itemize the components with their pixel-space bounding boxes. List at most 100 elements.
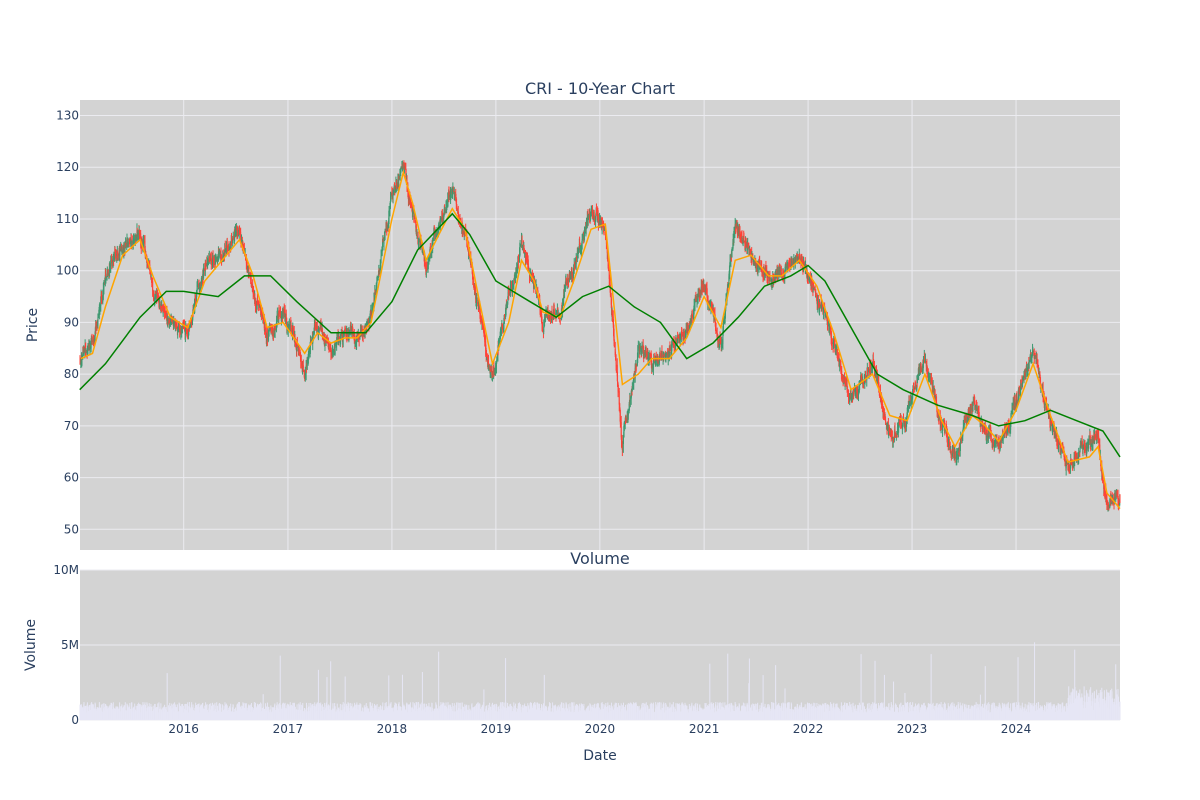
candle-body-2360 <box>1020 383 1022 386</box>
candle-body-900 <box>438 225 440 228</box>
candle-body-1903 <box>838 357 840 364</box>
candle-body-1545 <box>695 298 697 301</box>
candle-body-1350 <box>617 390 619 392</box>
candle-body-100 <box>119 248 121 256</box>
candle-body-1490 <box>673 342 675 348</box>
candle-body-2335 <box>1010 415 1012 419</box>
candle-body-390 <box>235 230 237 237</box>
candle-body-2326 <box>1007 425 1009 433</box>
candle-body-2431 <box>1049 413 1051 423</box>
candle-body-1433 <box>651 366 653 369</box>
candle-body-490 <box>274 329 276 331</box>
candle-body-1805 <box>799 258 801 260</box>
candle-body-1380 <box>629 400 631 402</box>
candle-body-840 <box>414 218 416 222</box>
candle-body-105 <box>121 251 123 253</box>
candle-body-2030 <box>889 429 891 432</box>
candle-body-916 <box>445 209 447 211</box>
candle-body-2218 <box>964 417 966 419</box>
candle-body-986 <box>473 281 475 287</box>
candle-body-1885 <box>831 338 833 345</box>
candle-body-357 <box>222 255 224 260</box>
candle-body-2100 <box>916 378 918 382</box>
candle-body-1785 <box>791 261 793 266</box>
candle-body-2400 <box>1036 357 1038 363</box>
candle-body-2225 <box>966 419 968 422</box>
candle-body-1230 <box>570 275 572 278</box>
candle-body-1990 <box>873 359 875 363</box>
candle-body-1134 <box>531 272 533 279</box>
candle-body-1960 <box>861 378 863 380</box>
candle-body-1725 <box>767 276 769 278</box>
candle-body-739 <box>374 292 376 301</box>
candle-body-1326 <box>608 266 610 280</box>
candle-body-678 <box>350 327 352 330</box>
candle-body-2070 <box>905 425 907 427</box>
candle-body-320 <box>207 260 209 262</box>
candle-body-240 <box>175 320 177 325</box>
candle-body-1845 <box>815 292 817 297</box>
candle-body-1432 <box>650 360 652 366</box>
candle-body-160 <box>143 240 145 244</box>
candle-body-70 <box>107 272 109 274</box>
candle-body-408 <box>242 241 244 247</box>
candle-body-1920 <box>845 380 847 381</box>
candle-body-1220 <box>566 283 568 284</box>
candle-body-2290 <box>992 442 994 444</box>
candle-body-2035 <box>891 434 893 438</box>
candle-body-350 <box>219 249 221 251</box>
candle-body-1356 <box>620 422 622 438</box>
candle-body-230 <box>171 316 173 322</box>
candle-body-2215 <box>962 426 964 430</box>
candle-body-1575 <box>707 300 709 302</box>
candle-body-470 <box>266 334 268 340</box>
candle-body-829 <box>410 200 412 201</box>
candle-body-200 <box>159 303 161 305</box>
candle-body-380 <box>231 239 233 242</box>
candle-body-600 <box>318 327 320 332</box>
candle-body-2043 <box>894 429 896 432</box>
candle-body-1360 <box>621 441 623 450</box>
candle-body-2125 <box>926 372 928 373</box>
candle-body-850 <box>418 240 420 243</box>
candle-body-1455 <box>659 354 661 356</box>
candle-body-300 <box>199 287 201 288</box>
candle-body-1005 <box>480 314 482 321</box>
candle-body-841 <box>415 220 417 228</box>
candle-body-385 <box>233 235 235 241</box>
candle-body-831 <box>411 202 413 207</box>
candle-body-1440 <box>653 358 655 360</box>
candle-body-1641 <box>734 227 736 233</box>
candle-body-1104 <box>519 243 521 246</box>
candle-body-1081 <box>511 285 513 289</box>
candle-body-685 <box>352 333 354 335</box>
candle-body-360 <box>223 252 225 257</box>
candle-body-1870 <box>825 314 827 316</box>
candle-body-461 <box>263 320 265 329</box>
candle-body-949 <box>458 215 460 219</box>
candle-body-1085 <box>512 286 514 287</box>
candle-body-30 <box>91 339 93 340</box>
candle-body-410 <box>243 245 245 248</box>
candle-body-2175 <box>946 435 948 442</box>
candle-body-1530 <box>689 321 691 330</box>
candle-body-1905 <box>839 364 841 368</box>
candle-body-25 <box>89 346 91 349</box>
candle-body-158 <box>142 242 144 246</box>
candle-body-2200 <box>956 454 958 455</box>
candle-body-903 <box>439 221 441 229</box>
candle-body-1120 <box>526 258 528 260</box>
candle-body-281 <box>192 317 194 324</box>
candle-body-1570 <box>705 286 707 289</box>
candle-body-1030 <box>490 369 492 372</box>
candle-body-1592 <box>714 316 716 323</box>
candle-body-1262 <box>583 231 585 237</box>
candle-body-2387 <box>1031 356 1033 358</box>
candle-body-633 <box>332 352 334 354</box>
candle-body-615 <box>324 340 326 343</box>
candle-body-1950 <box>857 390 859 394</box>
candle-body-885 <box>432 237 434 243</box>
candle-body-849 <box>418 243 420 245</box>
candle-body-2090 <box>912 385 914 390</box>
